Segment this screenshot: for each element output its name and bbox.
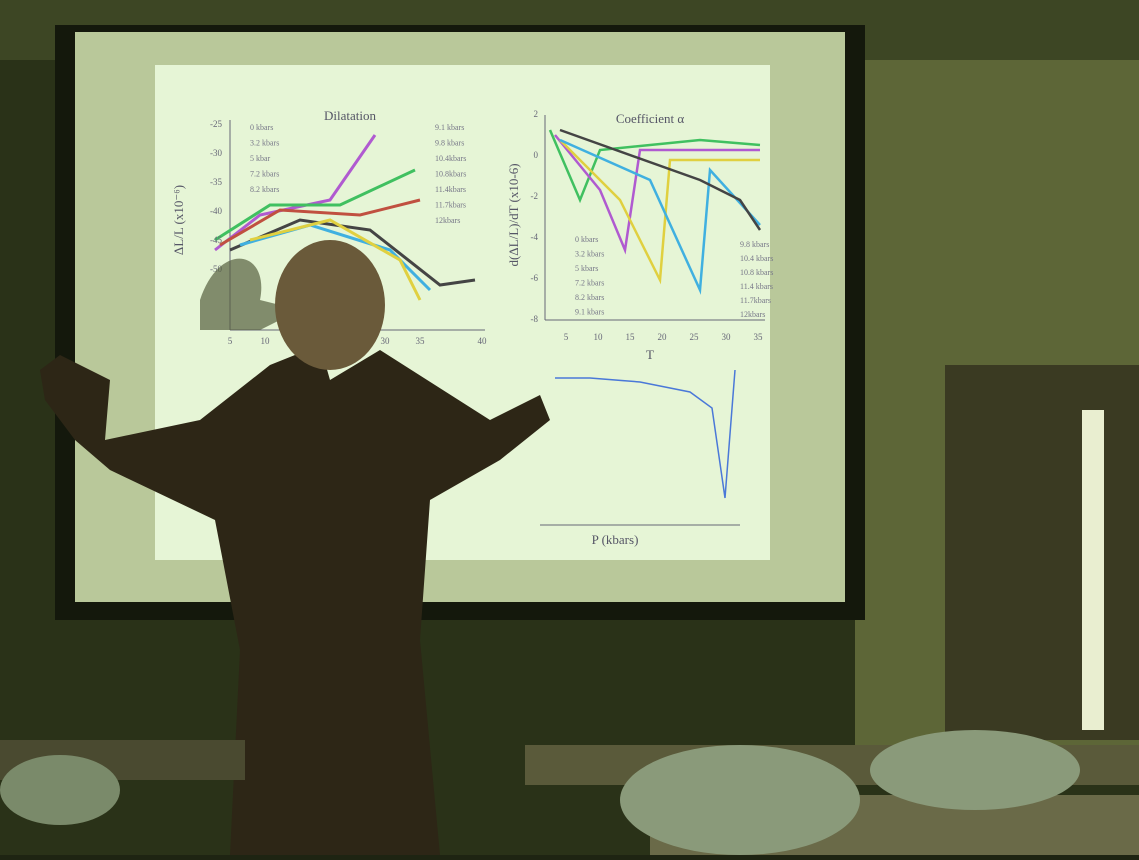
legend-entry: 3.2 kbars: [575, 249, 604, 258]
y-tick-label: -2: [531, 191, 539, 201]
legend-entry: 0 kbars: [250, 123, 273, 132]
x-tick-label: 10: [261, 336, 271, 346]
curve: [555, 369, 736, 499]
chair: [870, 730, 1080, 810]
legend-entry: 3.2 kbars: [250, 138, 279, 147]
legend-entry: 0 kbars: [575, 235, 598, 244]
x-tick-label: 35: [416, 336, 426, 346]
y-tick-label: -40: [210, 206, 222, 216]
y-tick-label: 0: [534, 150, 539, 160]
legend-entry: 7.2 kbars: [575, 278, 604, 287]
door-window: [1082, 410, 1104, 730]
legend-entry: 7.2 kbars: [250, 169, 279, 178]
axis-label: ΔL/L (x10⁻⁶): [171, 185, 186, 255]
legend-entry: 9.8 kbars: [740, 240, 769, 249]
curves: [214, 134, 476, 301]
shadow: [200, 258, 300, 330]
legend-entry: 12kbars: [740, 310, 765, 319]
legend-entry: 8.2 kbars: [250, 185, 279, 194]
panel-title: Coefficient α: [616, 111, 684, 126]
x-tick-label: 30: [381, 336, 391, 346]
x-tick-label: 10: [594, 332, 604, 342]
legend-entry: 5 kbar: [250, 154, 271, 163]
legend-entry: 10.8kbars: [435, 169, 466, 178]
legend-entry: 9.1 kbars: [435, 123, 464, 132]
y-tick-label: -4: [531, 232, 539, 242]
axis-label: d(ΔL/L)/dT (x10-6): [506, 163, 521, 266]
door: [945, 365, 1139, 740]
legend-entry: 12kbars: [435, 216, 460, 225]
y-tick-label: -8: [531, 314, 539, 324]
legend-entry: 9.8 kbars: [435, 138, 464, 147]
legend-entry: 11.4kbars: [435, 185, 466, 194]
y-tick-label: -30: [210, 148, 222, 158]
x-tick-label: 5: [564, 332, 569, 342]
legend-entry: 11.4 kbars: [740, 282, 773, 291]
panel-title: Dilatation: [324, 108, 376, 123]
y-tick-label: -35: [210, 177, 222, 187]
y-tick-label: -6: [531, 273, 539, 283]
x-tick-label: 25: [690, 332, 700, 342]
chair: [0, 755, 120, 825]
x-tick-label: 35: [754, 332, 764, 342]
legend-entry: 5 kbars: [575, 264, 598, 273]
legend-entry: 11.7kbars: [740, 296, 771, 305]
x-tick-label: 40: [478, 336, 488, 346]
y-tick-label: -25: [210, 119, 222, 129]
axis-label: P (kbars): [592, 532, 639, 547]
y-tick-label: -45: [210, 235, 222, 245]
y-tick-label: -50: [210, 264, 222, 274]
chair: [620, 745, 860, 855]
axis-label: T: [646, 347, 654, 362]
legend-entry: 10.4 kbars: [740, 254, 773, 263]
x-tick-label: 30: [722, 332, 732, 342]
legend-entry: 10.4kbars: [435, 154, 466, 163]
head: [275, 240, 385, 370]
legend-entry: 9.1 kbars: [575, 307, 604, 316]
legend-entry: 11.7kbars: [435, 200, 466, 209]
x-tick-label: 5: [228, 336, 233, 346]
legend-entry: 10.8 kbars: [740, 268, 773, 277]
curves: [548, 128, 762, 295]
x-tick-label: 20: [658, 332, 668, 342]
person: [40, 345, 550, 855]
y-tick-label: 2: [534, 109, 539, 119]
x-tick-label: 15: [626, 332, 636, 342]
legend-entry: 8.2 kbars: [575, 293, 604, 302]
